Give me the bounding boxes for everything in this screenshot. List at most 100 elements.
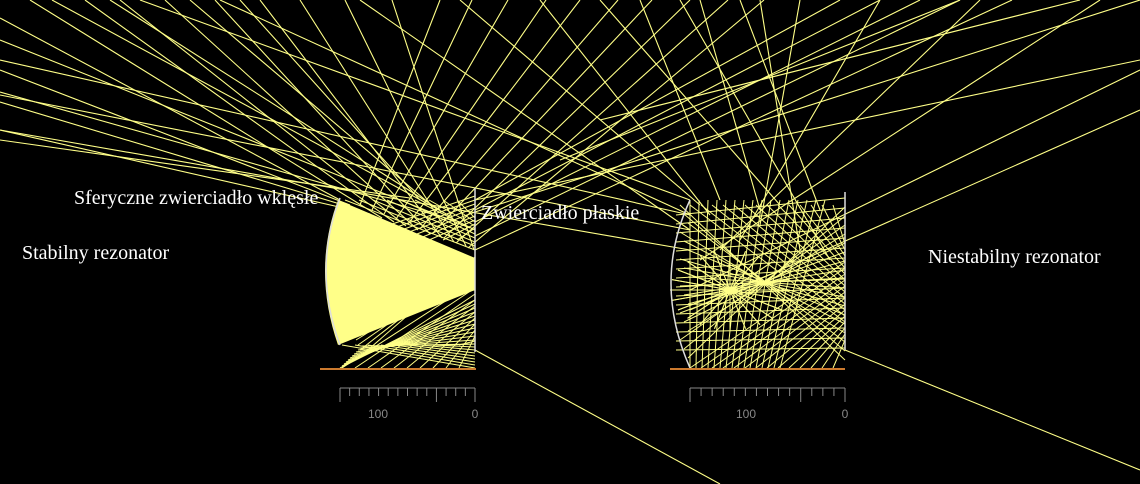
ray — [400, 199, 476, 235]
ray — [821, 333, 846, 369]
ray — [675, 307, 846, 315]
ray — [354, 344, 476, 366]
ray — [344, 199, 476, 251]
unstable-resonator: 100 0 — [670, 192, 849, 421]
ray — [699, 0, 761, 211]
scale-ticks — [339, 388, 476, 402]
ray — [0, 139, 411, 199]
ray — [777, 309, 846, 369]
ray — [359, 0, 441, 206]
ray — [675, 317, 846, 324]
ray — [675, 247, 846, 261]
ray — [0, 94, 691, 231]
scale-label-0: 0 — [842, 407, 849, 421]
ray — [419, 317, 476, 369]
ray — [675, 217, 846, 234]
ray — [699, 0, 1101, 261]
ray — [442, 223, 476, 241]
ray — [474, 0, 841, 201]
unstable-resonator-label: Niestabilny rezonator — [928, 246, 1101, 268]
ray — [675, 267, 846, 279]
ray — [799, 321, 846, 369]
ray — [832, 339, 846, 369]
ray — [810, 327, 846, 369]
ray — [474, 0, 961, 237]
ray — [383, 0, 509, 215]
ray — [777, 204, 846, 275]
ray — [739, 0, 821, 211]
ray — [719, 0, 981, 251]
ray — [357, 335, 476, 351]
ray — [755, 204, 846, 287]
ray — [445, 329, 476, 369]
ray — [675, 207, 846, 225]
scale-right: 100 0 — [689, 387, 849, 421]
scale-left: 100 0 — [339, 387, 479, 421]
ray — [0, 69, 351, 206]
ray — [239, 0, 421, 201]
ray — [733, 204, 846, 299]
ray — [766, 204, 846, 281]
ray — [442, 199, 476, 223]
stable-resonator-label: Stabilny rezonator — [22, 242, 170, 264]
ray — [766, 303, 846, 369]
stable-resonator: 100 0 — [320, 188, 479, 421]
concave-mirror-label: Sferyczne zwierciadło wklęsłe — [74, 187, 319, 209]
ray — [0, 101, 361, 211]
ray — [759, 0, 801, 226]
ray — [675, 327, 846, 333]
ray — [431, 0, 653, 235]
ray — [407, 0, 581, 225]
ray — [675, 197, 846, 216]
ray — [189, 0, 431, 205]
ray — [139, 0, 691, 201]
ray — [358, 199, 476, 247]
ray — [455, 0, 729, 244]
ray — [739, 0, 881, 241]
ray — [0, 59, 691, 216]
ray — [259, 0, 443, 239]
ray — [539, 0, 711, 216]
ray — [0, 91, 461, 223]
flat-mirror-label: Zwierciadło płaskie — [481, 202, 640, 224]
ray — [367, 293, 476, 369]
ray — [353, 327, 476, 355]
ray — [761, 199, 799, 369]
ray — [711, 273, 846, 369]
ray — [428, 219, 476, 241]
ray — [799, 204, 846, 263]
ray — [84, 0, 395, 223]
ray — [380, 344, 476, 360]
ray — [639, 0, 721, 201]
ray — [788, 315, 846, 369]
ray — [349, 319, 476, 359]
ray — [299, 0, 455, 243]
ray — [456, 227, 476, 241]
ray — [380, 299, 476, 369]
scale-label-100: 100 — [736, 407, 756, 421]
ray — [559, 0, 961, 161]
ray — [432, 344, 476, 348]
scale-ticks — [689, 388, 846, 402]
ray — [214, 0, 431, 235]
ray — [671, 279, 789, 301]
ray — [393, 305, 476, 369]
ray — [391, 0, 475, 251]
ray — [393, 344, 476, 357]
ray — [419, 0, 619, 230]
convex-mirror-right — [670, 199, 691, 369]
ray — [722, 204, 846, 305]
ray — [419, 344, 476, 351]
ray — [459, 0, 701, 206]
ray — [675, 237, 846, 252]
ray — [722, 279, 846, 369]
ray — [744, 291, 846, 369]
ray — [371, 0, 473, 211]
ray — [428, 199, 476, 227]
ray — [779, 199, 826, 369]
ray — [0, 129, 371, 215]
ray — [474, 0, 881, 211]
ray — [810, 204, 846, 257]
